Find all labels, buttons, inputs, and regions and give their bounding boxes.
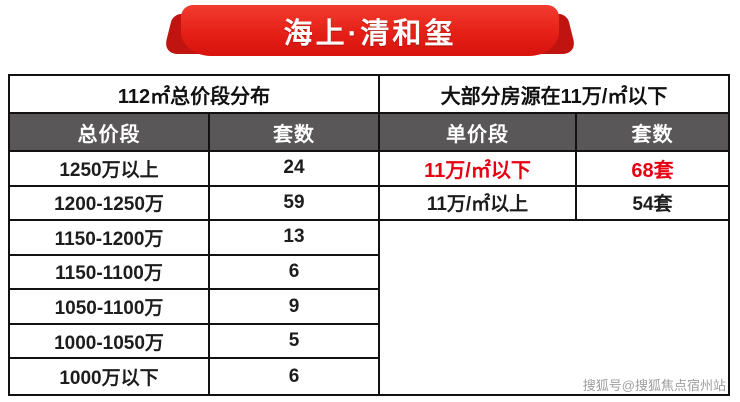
- price-range-cell: 1250万以上: [10, 152, 210, 187]
- count-cell: 5: [210, 325, 378, 360]
- left-header-count: 套数: [210, 114, 378, 152]
- empty-region: [380, 221, 728, 394]
- price-range-cell: 1000万以下: [10, 359, 210, 394]
- unit-price-cell: 11万/㎡以上: [380, 186, 577, 222]
- right-header-unit-price: 单价段: [380, 114, 577, 152]
- price-range-cell: 1000-1050万: [10, 324, 210, 360]
- count-cell: 6: [288, 365, 300, 387]
- price-range-cell: 1150-1100万: [10, 255, 210, 291]
- left-section-title: 112㎡总价段分布: [10, 76, 378, 114]
- right-header-count: 套数: [577, 114, 728, 152]
- count-cell: 9: [210, 290, 378, 325]
- price-distribution-table: 112㎡总价段分布 总价段 套数 1250万以上 24 1200-1250万 5…: [8, 74, 730, 396]
- count-cell-highlight: 68套: [577, 152, 728, 187]
- left-table-total-price: 112㎡总价段分布 总价段 套数 1250万以上 24 1200-1250万 5…: [10, 76, 380, 394]
- count-cell: 59: [210, 187, 378, 222]
- price-range-cell: 1150-1200万: [10, 221, 210, 256]
- price-range-cell: 1200-1250万: [10, 186, 210, 222]
- right-table-unit-price: 大部分房源在11万/㎡以下 单价段 套数 11万/㎡以下 68套 11万/㎡以上…: [380, 76, 728, 394]
- unit-price-cell-highlight: 11万/㎡以下: [380, 152, 577, 187]
- count-cell: 24: [210, 152, 378, 187]
- count-cell: 13: [210, 221, 378, 256]
- banner-ribbon: 海上·清和玺: [163, 5, 577, 61]
- left-header-price-range: 总价段: [10, 114, 210, 152]
- right-section-title: 大部分房源在11万/㎡以下: [380, 76, 728, 114]
- ribbon-body: 海上·清和玺: [181, 5, 559, 56]
- page-title: 海上·清和玺: [283, 17, 457, 50]
- count-cell: 54套: [577, 187, 728, 222]
- count-cell: 6: [210, 256, 378, 291]
- price-range-cell: 1050-1100万: [10, 290, 210, 325]
- watermark-text: 搜狐号@搜狐焦点宿州站: [582, 378, 726, 393]
